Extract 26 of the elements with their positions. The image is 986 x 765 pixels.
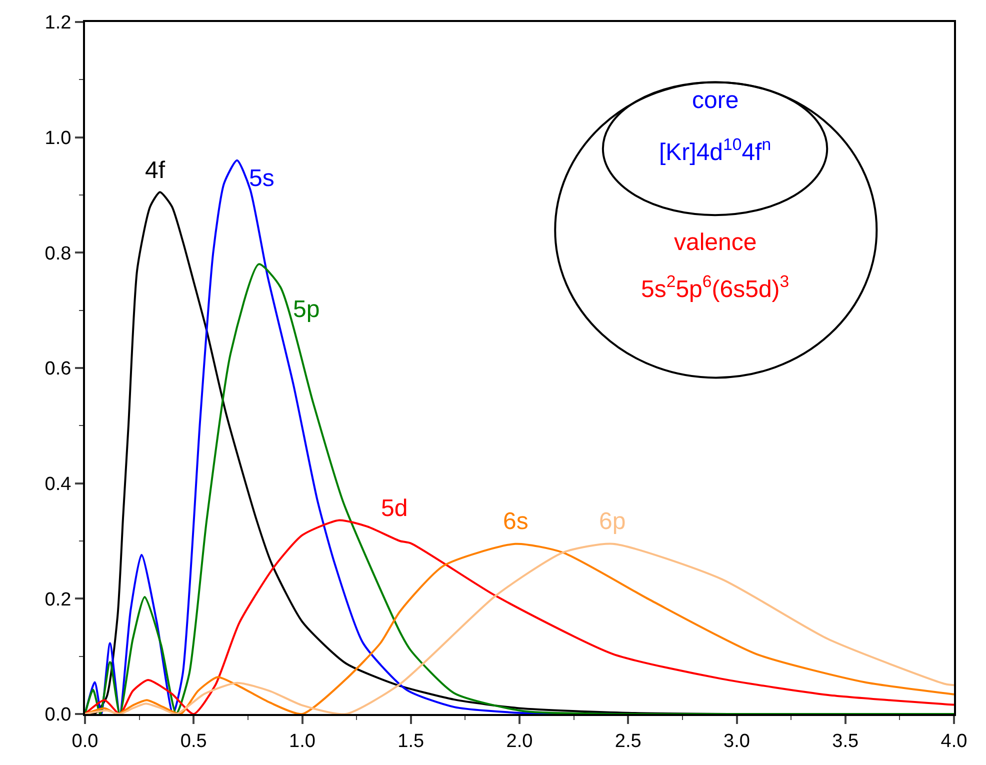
x-tick-label: 0.5: [180, 730, 207, 752]
series-label: 6p: [599, 508, 626, 535]
x-tick-label: 1.5: [398, 730, 424, 752]
y-tick-label: 0.4: [44, 474, 72, 495]
series-label: 5d: [381, 495, 408, 522]
x-tick-label: 2.0: [506, 730, 533, 752]
y-tick-label: 0.0: [44, 704, 72, 726]
y-tick-label: 0.8: [44, 243, 72, 264]
x-tick-label: 4.0: [940, 730, 968, 752]
y-tick-label: 0.2: [44, 589, 72, 610]
series-label: 6s: [503, 508, 528, 535]
y-tick-label: 1.0: [44, 128, 72, 149]
y-tick-label: 1.2: [44, 12, 72, 34]
series-label: 4f: [145, 157, 166, 184]
series-label: 5s: [249, 165, 274, 192]
annotation: valence: [674, 229, 757, 256]
y-tick-label: 0.6: [44, 358, 72, 380]
x-tick-label: 2.5: [614, 730, 642, 752]
x-tick-label: 1.0: [289, 730, 316, 752]
x-tick-label: 3.0: [724, 730, 750, 752]
annotation: [Kr]4d$^{10}$4f$^{n}$: [659, 135, 772, 166]
x-tick-label: 0.0: [72, 730, 98, 752]
annotation: 5s$^{2}$5p$^{6}$(6s5d)$^{3}$: [641, 272, 790, 304]
annotation: core: [692, 87, 739, 114]
series-label: 5p: [293, 296, 320, 323]
x-tick-label: 3.5: [832, 730, 859, 752]
